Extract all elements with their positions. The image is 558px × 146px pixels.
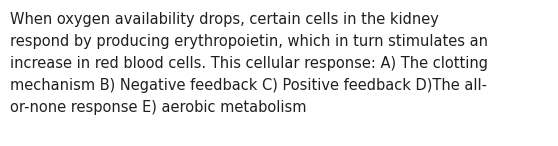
Text: or-none response E) aerobic metabolism: or-none response E) aerobic metabolism: [10, 100, 306, 115]
Text: respond by producing erythropoietin, which in turn stimulates an: respond by producing erythropoietin, whi…: [10, 34, 488, 49]
Text: increase in red blood cells. This cellular response: A) The clotting: increase in red blood cells. This cellul…: [10, 56, 488, 71]
Text: When oxygen availability drops, certain cells in the kidney: When oxygen availability drops, certain …: [10, 12, 439, 27]
Text: mechanism B) Negative feedback C) Positive feedback D)The all-: mechanism B) Negative feedback C) Positi…: [10, 78, 487, 93]
